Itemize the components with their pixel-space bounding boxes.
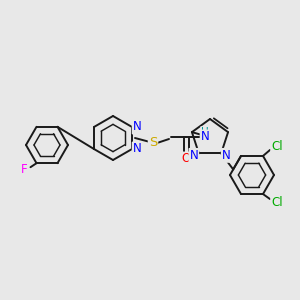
- Text: Cl: Cl: [271, 196, 283, 208]
- Text: O: O: [182, 152, 190, 166]
- Text: F: F: [21, 163, 28, 176]
- Text: N: N: [133, 121, 141, 134]
- Text: N: N: [133, 142, 141, 155]
- Text: N: N: [190, 149, 198, 162]
- Text: H: H: [201, 127, 209, 137]
- Text: S: S: [149, 136, 157, 149]
- Text: N: N: [222, 149, 230, 162]
- Text: Cl: Cl: [271, 140, 283, 153]
- Text: N: N: [201, 130, 209, 143]
